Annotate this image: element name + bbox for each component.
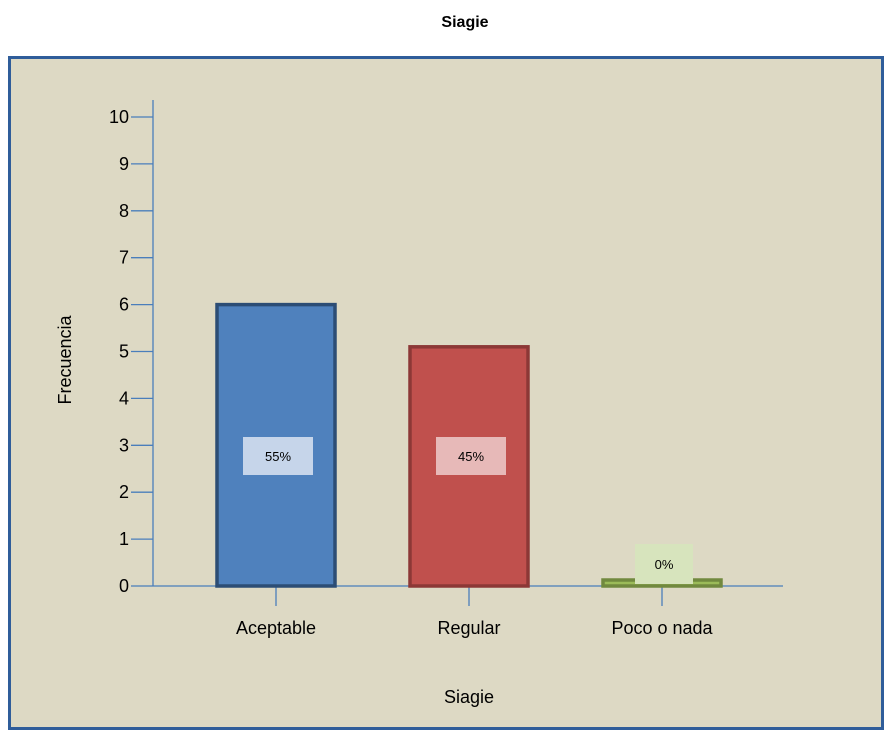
y-axis-title: Frecuencia — [55, 314, 75, 404]
y-tick-label: 4 — [119, 388, 129, 408]
x-tick-label: Poco o nada — [611, 618, 713, 638]
data-label-box — [436, 437, 506, 475]
x-tick-label: Regular — [437, 618, 500, 638]
x-tick-label: Aceptable — [236, 618, 316, 638]
y-tick-label: 6 — [119, 295, 129, 315]
y-tick-label: 5 — [119, 342, 129, 362]
y-tick-label: 3 — [119, 435, 129, 455]
bar — [408, 345, 530, 588]
data-label: 55% — [265, 449, 291, 464]
y-tick-label: 9 — [119, 154, 129, 174]
data-label: 45% — [458, 449, 484, 464]
bars — [215, 302, 723, 588]
y-tick-label: 8 — [119, 201, 129, 221]
y-tick-label: 10 — [109, 107, 129, 127]
data-label: 0% — [655, 557, 674, 572]
data-label-box — [635, 544, 693, 584]
y-tick-label: 1 — [119, 529, 129, 549]
y-tick-label: 7 — [119, 248, 129, 268]
y-tick-label: 2 — [119, 482, 129, 502]
data-labels: 55% 45% 0% — [243, 437, 693, 584]
y-tick-label: 0 — [119, 576, 129, 596]
y-axis: 0 1 2 3 4 5 6 7 8 9 10 — [109, 100, 154, 596]
chart-title: Siagie — [441, 14, 489, 31]
data-label-box — [243, 437, 313, 475]
x-axis: Aceptable Regular Poco o nada — [153, 585, 783, 638]
x-axis-title: Siagie — [444, 687, 494, 707]
